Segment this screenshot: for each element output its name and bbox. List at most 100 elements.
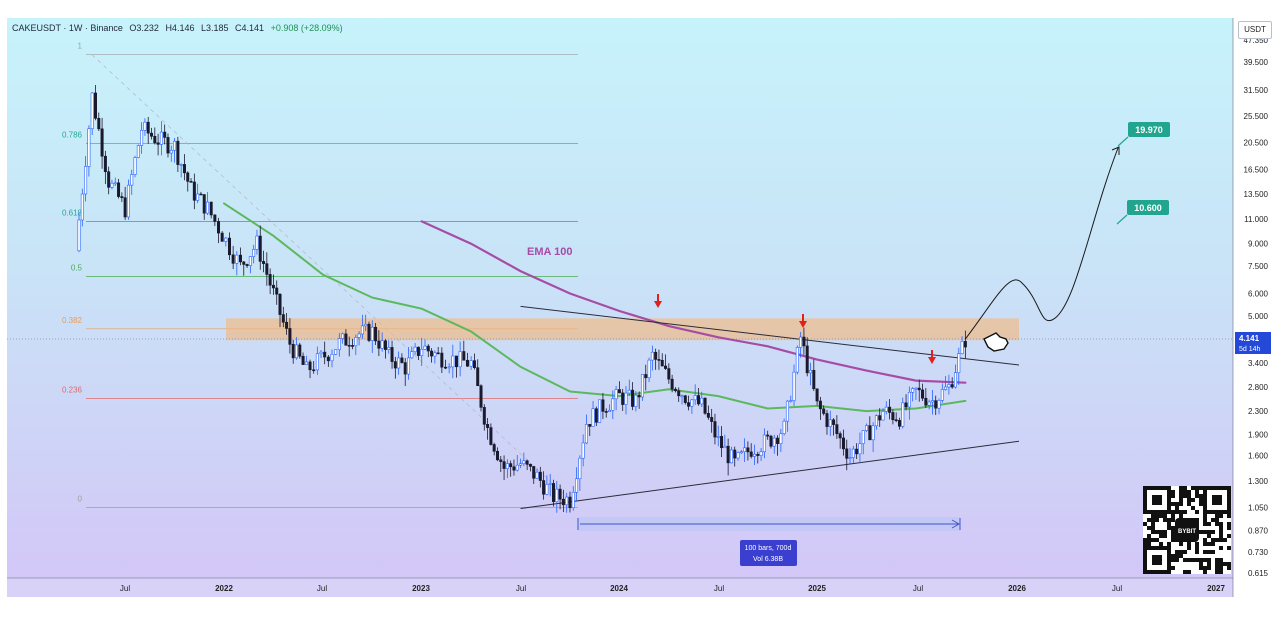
candle-body: [769, 435, 773, 447]
candle-body: [423, 345, 427, 350]
qr-module: [1203, 518, 1207, 522]
qr-module: [1167, 526, 1171, 530]
symbol-header: CAKEUSDT · 1W · Binance O3.232 H4.146 L3…: [12, 23, 347, 33]
candle-body: [110, 182, 114, 188]
candle-body: [90, 92, 94, 130]
candle-body: [242, 261, 246, 265]
candle-body: [746, 447, 750, 453]
candle-body: [301, 355, 305, 365]
candle-body: [224, 237, 228, 242]
candle-body: [407, 357, 411, 375]
qr-module: [1187, 542, 1191, 546]
candle-body: [914, 387, 918, 390]
pointing-hand-icon: [983, 332, 1009, 352]
qr-module: [1199, 502, 1203, 506]
candle-body: [832, 419, 836, 425]
candle-body: [248, 256, 252, 266]
resistance-zone: [226, 318, 1019, 341]
candle-body: [77, 219, 81, 252]
candle-body: [433, 352, 437, 357]
candle-body: [354, 337, 358, 347]
candle-body: [440, 352, 444, 368]
qr-module: [1207, 542, 1211, 546]
candle-body: [186, 172, 190, 182]
candle-body: [486, 423, 490, 428]
candle-body: [581, 442, 585, 459]
candle-body: [87, 128, 91, 167]
candle-body: [802, 336, 806, 347]
candle-body: [159, 131, 163, 145]
candle-body: [901, 402, 905, 427]
qr-module: [1211, 518, 1215, 522]
candle-body: [654, 351, 658, 360]
candle-body: [403, 362, 407, 375]
candle-body: [522, 460, 526, 464]
candle-body: [351, 345, 355, 347]
candle-body: [505, 463, 509, 469]
candle-body: [756, 453, 760, 456]
qr-module: [1151, 522, 1155, 526]
candle-body: [828, 419, 832, 427]
qr-module: [1147, 518, 1151, 522]
candle-body: [209, 201, 213, 216]
candle-body: [940, 389, 944, 401]
currency-selector[interactable]: USDT: [1238, 21, 1272, 39]
qr-module: [1219, 522, 1223, 526]
candle-body: [113, 182, 117, 185]
candle-body: [776, 437, 780, 444]
symbol-label[interactable]: CAKEUSDT · 1W · Binance: [12, 23, 123, 33]
candle-body: [360, 325, 364, 335]
qr-module: [1175, 558, 1179, 562]
qr-module: [1215, 566, 1219, 570]
candle-body: [380, 340, 384, 349]
candle-body: [169, 149, 173, 154]
qr-module: [1199, 494, 1203, 498]
target-badge: [1128, 122, 1170, 137]
qr-module: [1187, 570, 1191, 574]
y-tick-label: 1.050: [1248, 503, 1269, 512]
qr-module: [1143, 538, 1147, 542]
resistance-arrow-head: [654, 301, 662, 308]
candle-body: [809, 369, 813, 374]
qr-module: [1191, 486, 1195, 490]
candle-body: [458, 351, 462, 368]
qr-module: [1187, 490, 1191, 494]
qr-module: [1183, 550, 1187, 554]
candle-body: [451, 355, 455, 368]
qr-module: [1195, 546, 1199, 550]
candle-body: [667, 368, 671, 380]
candle-body: [535, 471, 539, 479]
qr-module: [1183, 558, 1187, 562]
candle-body: [865, 425, 869, 431]
candle-body: [716, 436, 720, 438]
qr-module: [1207, 562, 1211, 566]
candle-body: [591, 408, 595, 427]
candle-body: [927, 401, 931, 406]
candle-body: [285, 321, 289, 329]
candle-body: [393, 361, 397, 369]
brand-text: BYBIT: [1178, 529, 1196, 535]
qr-module: [1215, 518, 1219, 522]
target-badge: [1127, 200, 1169, 215]
qr-module: [1179, 514, 1183, 518]
qr-module: [1163, 530, 1167, 534]
candle-body: [370, 326, 374, 341]
candle-body: [143, 121, 147, 131]
candle-body: [772, 437, 776, 447]
qr-module: [1219, 530, 1223, 534]
qr-module: [1187, 502, 1191, 506]
candle-body: [670, 378, 674, 390]
candle-body: [271, 284, 275, 289]
y-tick-label: 9.000: [1248, 240, 1269, 249]
y-tick-label: 20.500: [1244, 139, 1269, 148]
candle-body: [436, 352, 440, 355]
qr-module: [1211, 538, 1215, 542]
qr-module: [1227, 566, 1231, 570]
measure-arrow: [951, 519, 961, 529]
fib-level-label: 0.618: [62, 208, 83, 217]
y-tick-label: 1.300: [1248, 477, 1269, 486]
qr-module: [1167, 542, 1171, 546]
qr-module: [1227, 514, 1231, 518]
candle-body: [644, 374, 648, 379]
